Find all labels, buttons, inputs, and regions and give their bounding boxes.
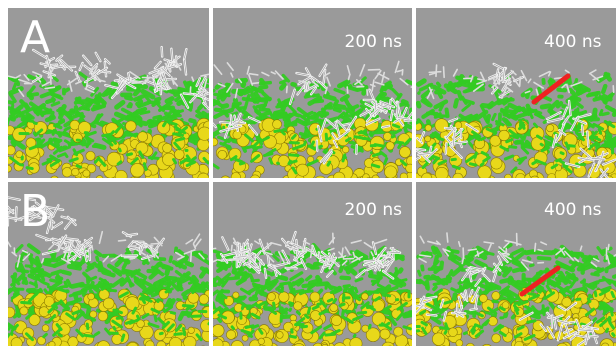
- md-snapshot-image: [8, 8, 209, 178]
- panel-a-400ns: 400 ns: [416, 8, 616, 178]
- row-label-a: A: [20, 12, 51, 63]
- row-label-b: B: [20, 186, 51, 237]
- md-snapshot-image: [213, 182, 412, 346]
- panel-a-200ns: 200 ns: [213, 8, 412, 178]
- md-snapshot-image: [8, 182, 209, 346]
- time-label-a-200ns: 200 ns: [344, 32, 402, 52]
- time-label-b-200ns: 200 ns: [344, 200, 402, 220]
- panel-b-400ns: 400 ns: [416, 182, 616, 346]
- md-snapshot-image: [416, 8, 616, 178]
- time-label-b-400ns: 400 ns: [544, 200, 602, 220]
- time-label-a-400ns: 400 ns: [544, 32, 602, 52]
- panel-b-200ns: 200 ns: [213, 182, 412, 346]
- panel-b-initial: B: [8, 182, 209, 346]
- md-snapshot-image: [213, 8, 412, 178]
- panel-a-initial: A: [8, 8, 209, 178]
